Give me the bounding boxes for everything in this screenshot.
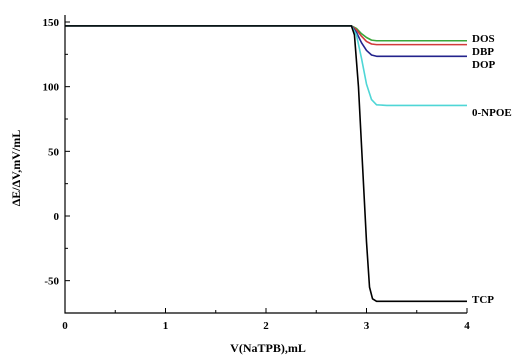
axes — [64, 15, 467, 314]
x-tick-label: 4 — [464, 320, 470, 332]
series-label-dop: DOP — [472, 59, 496, 71]
series-line-tcp — [65, 25, 467, 303]
y-tick-label: 100 — [43, 82, 60, 94]
y-tick-label: 150 — [43, 17, 60, 29]
x-tick-label: 0 — [62, 320, 68, 332]
x-axis-title: V(NaTPB),mL — [230, 341, 306, 355]
plot-frame-axes — [64, 15, 467, 314]
series-line-dbp — [65, 25, 467, 46]
x-tick-label: 3 — [364, 320, 370, 332]
y-tick-label: 0 — [54, 211, 60, 223]
series-label-0-npoe: 0-NPOE — [472, 107, 512, 119]
series-line-dos — [65, 25, 467, 42]
y-axis-title: ΔE/ΔV,mV/mL — [9, 130, 23, 207]
y-tick-label: 50 — [48, 146, 60, 158]
x-tick-label: 2 — [263, 320, 269, 332]
series-line-0-npoe — [65, 25, 467, 107]
series-label-tcp: TCP — [472, 294, 494, 306]
ticks: 0 1 2 3 4 -50 0 50 100 150 — [43, 17, 471, 332]
y-tick-label: -50 — [44, 276, 59, 288]
series-layer — [65, 25, 467, 303]
series-label-dos: DOS — [472, 33, 495, 45]
x-tick-label: 1 — [163, 320, 169, 332]
series-label-dbp: DBP — [472, 46, 494, 58]
